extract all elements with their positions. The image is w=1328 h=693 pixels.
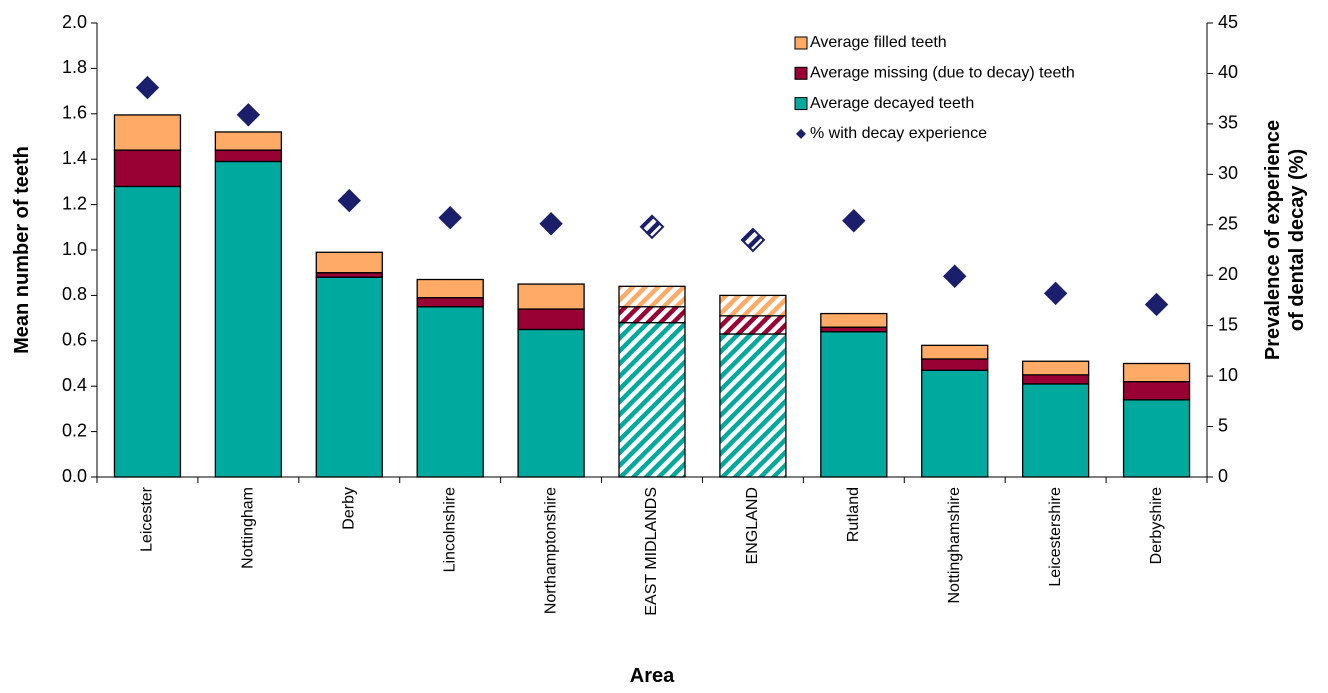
y-tick-label: 1.0 — [62, 239, 87, 259]
bar — [113, 185, 182, 478]
bar — [1021, 383, 1090, 478]
bar — [719, 333, 787, 478]
x-tick-label: Rutland — [845, 487, 862, 542]
y2-tick-label: 45 — [1218, 12, 1238, 32]
bar — [1021, 374, 1090, 385]
x-tick-label: Lincolnshire — [441, 487, 458, 572]
bar — [416, 278, 484, 299]
bar — [517, 308, 585, 331]
y-tick-label: 1.6 — [62, 103, 87, 123]
y2-tick-label: 15 — [1218, 314, 1238, 334]
y-tick-label: 1.4 — [62, 148, 87, 168]
x-axis-title: Area — [630, 665, 675, 687]
bar — [517, 328, 585, 478]
marker — [943, 264, 967, 288]
y2-tick-label: 40 — [1218, 62, 1238, 82]
bar — [921, 358, 989, 371]
bar — [517, 283, 585, 310]
y-axis-title: Mean number of teeth — [11, 146, 33, 354]
y-tick-label: 0.6 — [62, 330, 87, 350]
bar — [1122, 381, 1191, 401]
y2-tick-label: 10 — [1218, 365, 1238, 385]
bar — [1021, 360, 1090, 376]
x-tick-label: Northamptonshire — [542, 487, 559, 614]
bar — [113, 114, 182, 151]
legend-swatch — [794, 66, 808, 80]
y2-tick-label: 35 — [1218, 113, 1238, 133]
x-tick-label: ENGLAND — [744, 487, 761, 564]
marker — [236, 103, 261, 127]
legend-label: Average filled teeth — [810, 34, 947, 51]
y2-tick-label: 5 — [1218, 415, 1228, 435]
legend-label: % with decay experience — [810, 125, 987, 142]
x-tick-label: EAST MIDLANDS — [643, 487, 660, 616]
marker — [842, 209, 866, 233]
y2-axis-title: of dental decay (%) — [1286, 149, 1308, 331]
marker — [1144, 292, 1169, 317]
x-tick-label: Nottinghamshire — [946, 487, 963, 604]
bar — [315, 272, 383, 278]
y-tick-label: 1.2 — [62, 193, 87, 213]
bar — [214, 149, 283, 163]
bar — [416, 297, 484, 308]
y-tick-label: 0.0 — [62, 466, 87, 486]
bar — [315, 251, 383, 274]
bar — [618, 285, 686, 308]
y2-tick-label: 20 — [1218, 264, 1238, 284]
marker — [337, 188, 361, 213]
bar — [820, 331, 888, 478]
bar — [618, 306, 686, 324]
x-tick-label: Leicestershire — [1047, 487, 1064, 587]
bar — [214, 160, 283, 478]
bar — [416, 306, 484, 478]
marker — [438, 206, 462, 230]
y-tick-label: 0.8 — [62, 284, 87, 304]
bar — [921, 369, 989, 478]
marker — [1043, 281, 1068, 306]
y-tick-label: 2.0 — [62, 12, 87, 32]
marker — [740, 227, 766, 253]
marker — [539, 212, 563, 236]
bar — [719, 315, 787, 335]
y2-tick-label: 25 — [1218, 214, 1238, 234]
y2-tick-label: 30 — [1218, 163, 1238, 183]
legend-label: Average missing (due to decay) teeth — [810, 65, 1075, 82]
y-tick-label: 1.8 — [62, 57, 87, 77]
legend-swatch — [794, 97, 808, 111]
y2-axis-title: Prevalence of experience — [1262, 120, 1284, 360]
marker — [135, 75, 160, 100]
bar — [719, 294, 787, 317]
legend-marker — [796, 128, 806, 139]
bar — [214, 131, 283, 151]
bar — [315, 276, 383, 478]
bar — [820, 326, 888, 333]
x-tick-label: Derbyshire — [1148, 487, 1165, 564]
bar — [1122, 362, 1191, 383]
bar — [921, 344, 989, 360]
bar — [113, 149, 182, 188]
bar — [1122, 399, 1191, 478]
legend-label: Average decayed teeth — [810, 95, 974, 112]
y-tick-label: 0.4 — [62, 375, 87, 395]
x-tick-label: Derby — [340, 487, 357, 530]
x-tick-label: Nottingham — [240, 487, 257, 569]
bar — [618, 321, 686, 478]
x-tick-label: Leicester — [139, 486, 156, 552]
bar — [820, 312, 888, 328]
legend-swatch — [794, 36, 808, 50]
y2-tick-label: 0 — [1218, 466, 1228, 486]
y-tick-label: 0.2 — [62, 420, 87, 440]
marker — [639, 214, 665, 240]
